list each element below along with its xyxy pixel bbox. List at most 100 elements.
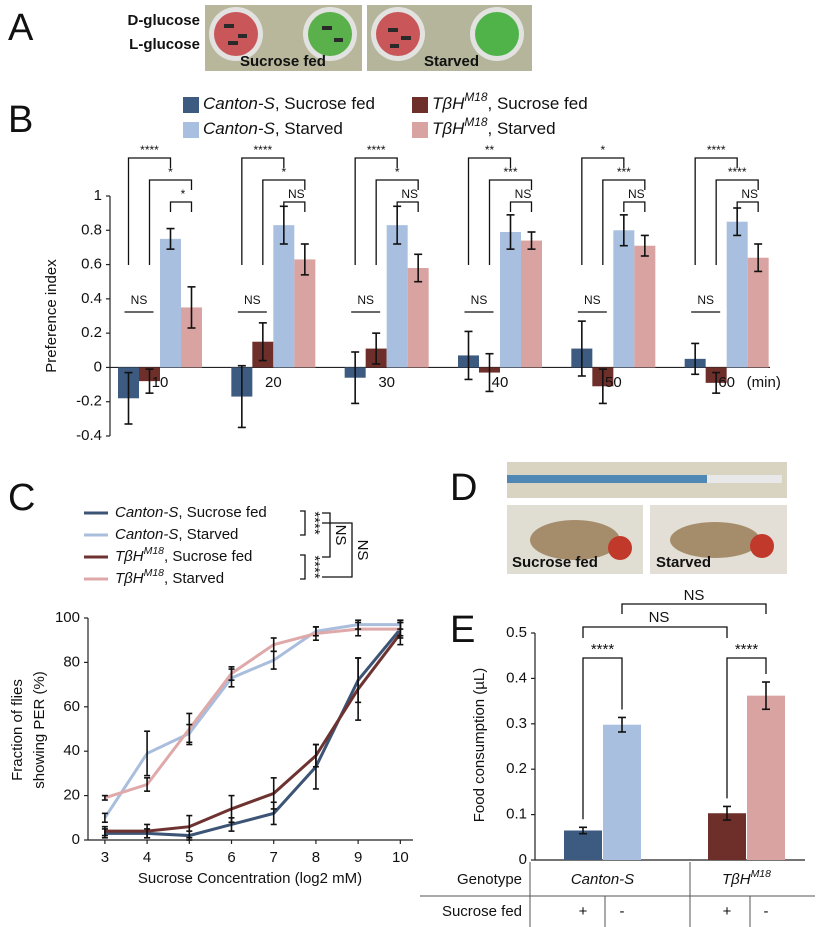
y-axis-label: showing PER (%) (31, 671, 48, 789)
line (103, 623, 401, 819)
x-tick-label: 3 (101, 849, 109, 866)
sig-label: NS (357, 293, 374, 307)
sig-bracket (694, 157, 738, 265)
bar (747, 695, 785, 860)
legend-label: Canton-S, Sucrose fed (115, 504, 267, 521)
sig-label: *** (503, 165, 517, 179)
legend-label: TβHM18, Starved (432, 115, 556, 138)
table-cell: - (620, 903, 625, 920)
photo-d (507, 462, 787, 574)
sig-label: * (168, 165, 173, 179)
sig-label: NS (584, 293, 601, 307)
sig-label: **** (367, 143, 386, 157)
panel-label: D (450, 467, 477, 509)
x-tick-label: 10 (152, 374, 169, 391)
sig-bracket (375, 179, 419, 265)
sig-label: * (281, 165, 286, 179)
x-tick-label: 9 (354, 849, 362, 866)
sig-label: NS (288, 187, 305, 201)
x-tick-label: 60 (718, 374, 735, 391)
x-tick-label: 40 (492, 374, 509, 391)
sig-bracket (396, 201, 419, 212)
x-tick-label: 10 (392, 849, 409, 866)
bar (564, 830, 602, 860)
y-tick-label: 0.1 (506, 806, 527, 823)
sig-bracket (581, 157, 625, 265)
sig-bracket (582, 657, 623, 820)
y-tick-label: 0.2 (506, 760, 527, 777)
sig-label: **** (306, 511, 323, 535)
bar (160, 238, 181, 368)
legend-label: Canton-S, Starved (115, 526, 238, 543)
x-tick-label: 20 (265, 374, 282, 391)
sig-label: **** (140, 143, 159, 157)
sig-bracket (322, 512, 331, 558)
panel-label: C (8, 477, 35, 519)
line (104, 628, 402, 838)
sig-label: * (181, 187, 186, 201)
line (104, 632, 402, 833)
x-axis-label: Sucrose Concentration (log2 mM) (138, 870, 362, 887)
sig-label: NS (471, 293, 488, 307)
sig-label: NS (354, 540, 371, 561)
sig-bracket (582, 626, 728, 638)
sig-bracket (623, 201, 646, 212)
bar (273, 225, 295, 368)
y-tick-label: 0 (72, 831, 80, 848)
y-tick-label: 100 (55, 609, 80, 626)
y-axis-label: Preference index (43, 259, 60, 373)
y-tick-label: 0.6 (81, 256, 102, 273)
x-tick-label: 5 (185, 849, 193, 866)
sig-label: NS (332, 525, 349, 546)
legend-label: TβHM18, Starved (115, 567, 224, 587)
y-tick-label: -0.2 (76, 393, 102, 410)
bar (386, 225, 408, 368)
sig-label: NS (401, 187, 418, 201)
sig-bracket (300, 554, 306, 580)
x-tick-label: 8 (312, 849, 320, 866)
sig-bracket (241, 157, 285, 265)
sig-bracket (488, 179, 533, 265)
sig-bracket (621, 603, 767, 614)
sig-label: NS (741, 187, 758, 201)
sig-bracket (148, 179, 193, 265)
sig-label: **** (591, 641, 615, 658)
x-tick-label: 50 (605, 374, 622, 391)
bar (294, 259, 316, 368)
sig-bracket (736, 201, 759, 212)
line (104, 627, 401, 800)
panel-label: E (450, 609, 475, 651)
legend-swatch (183, 97, 199, 113)
panel-label: B (8, 99, 33, 141)
glucose-label: D-glucose (127, 12, 200, 29)
x-tick-label: 4 (143, 849, 151, 866)
bar (521, 240, 542, 368)
sig-label: *** (617, 165, 631, 179)
bar (603, 724, 641, 860)
table-cell: TβHM18 (722, 868, 771, 888)
sig-bracket (169, 201, 193, 212)
photo-caption: Starved (424, 53, 479, 70)
photo-a (205, 5, 532, 71)
sig-bracket (354, 157, 398, 265)
sig-label: * (600, 143, 605, 157)
sig-label: NS (131, 293, 148, 307)
y-tick-label: 0.4 (506, 669, 527, 686)
x-tick-label: 7 (270, 849, 278, 866)
sig-label: * (395, 165, 400, 179)
x-axis-label: (min) (747, 374, 781, 391)
legend-swatch (183, 122, 199, 138)
sig-label: NS (244, 293, 261, 307)
sig-bracket (322, 522, 353, 578)
sig-label: **** (306, 555, 323, 579)
glucose-label: L-glucose (129, 36, 200, 53)
legend-label: Canton-S, Starved (203, 119, 343, 138)
y-tick-label: 20 (63, 787, 80, 804)
sig-bracket (262, 179, 306, 265)
sig-bracket (602, 179, 646, 265)
panel-label: A (8, 7, 34, 49)
sig-label: **** (735, 641, 759, 658)
y-axis-label: Food consumption (µL) (471, 668, 488, 823)
x-tick-label: 30 (378, 374, 395, 391)
